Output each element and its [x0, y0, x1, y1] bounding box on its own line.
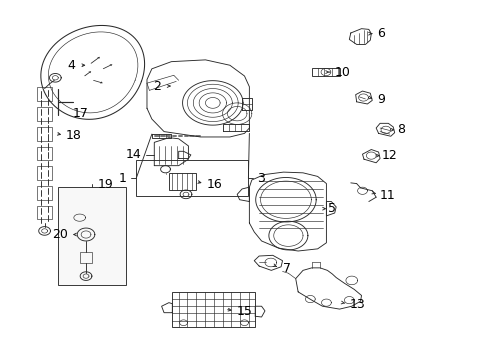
Text: 20: 20	[52, 228, 68, 241]
Bar	[172, 292, 255, 327]
Text: 6: 6	[376, 27, 384, 40]
Bar	[58, 187, 125, 285]
Bar	[37, 127, 52, 140]
Text: 9: 9	[376, 93, 384, 106]
Text: 8: 8	[396, 123, 404, 136]
Text: 1: 1	[119, 172, 126, 185]
Bar	[136, 160, 248, 196]
Text: 4: 4	[67, 59, 75, 72]
FancyArrow shape	[102, 64, 112, 69]
Bar	[37, 107, 52, 121]
Text: 7: 7	[282, 262, 290, 275]
Text: 14: 14	[125, 148, 141, 161]
Text: 5: 5	[328, 202, 336, 215]
Bar	[37, 87, 52, 101]
FancyArrow shape	[93, 80, 102, 84]
Text: 13: 13	[349, 298, 365, 311]
Text: 17: 17	[73, 107, 88, 120]
Bar	[37, 166, 52, 180]
Bar	[80, 252, 92, 263]
Text: 2: 2	[152, 80, 160, 93]
Text: 16: 16	[206, 178, 222, 191]
Text: 15: 15	[236, 305, 252, 318]
Bar	[37, 206, 52, 220]
FancyArrow shape	[84, 71, 91, 76]
Text: 11: 11	[379, 189, 395, 202]
FancyArrow shape	[90, 57, 100, 64]
Bar	[311, 68, 339, 76]
Bar	[37, 186, 52, 200]
Bar	[168, 173, 195, 190]
Text: 3: 3	[256, 172, 264, 185]
Text: 19: 19	[98, 178, 113, 191]
Text: 18: 18	[66, 129, 82, 143]
Text: 10: 10	[333, 66, 349, 78]
Text: 12: 12	[381, 149, 397, 162]
Bar	[37, 147, 52, 160]
